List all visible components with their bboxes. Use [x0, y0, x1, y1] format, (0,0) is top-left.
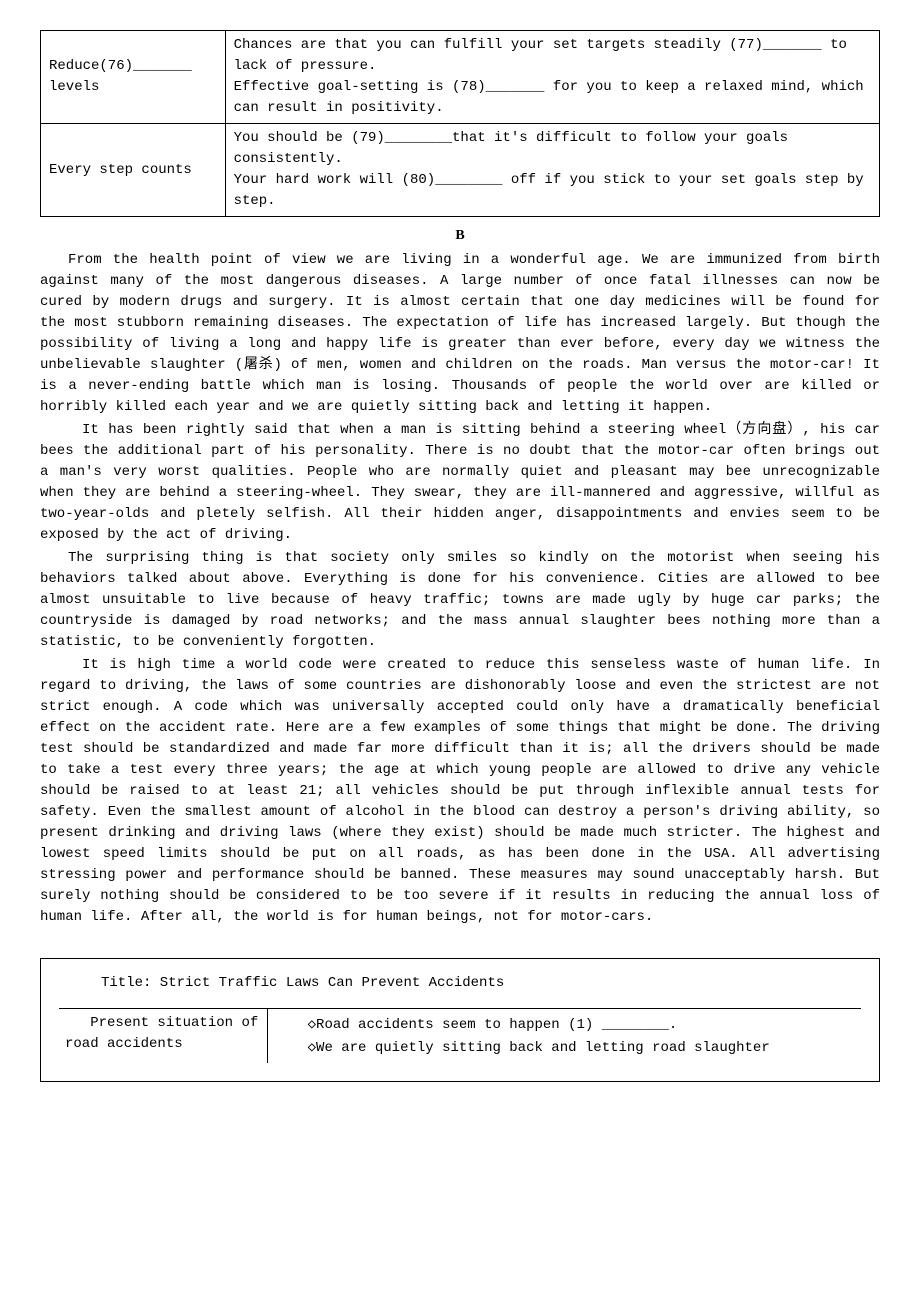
paragraph-3: The surprising thing is that society onl… [40, 548, 880, 653]
cell-right-1: Chances are that you can fulfill your se… [225, 31, 879, 124]
summary-box: Title: Strict Traffic Laws Can Prevent A… [40, 958, 880, 1082]
table-row: Present situation of road accidents ◇Roa… [59, 1009, 861, 1064]
summary-title: Title: Strict Traffic Laws Can Prevent A… [59, 973, 861, 994]
fill-blank-table: Reduce(76)_______ levels Chances are tha… [40, 30, 880, 217]
cell-right-2: You should be (79)________that it's diff… [225, 124, 879, 217]
cell-left-1: Reduce(76)_______ levels [41, 31, 226, 124]
cell-left-2: Every step counts [41, 124, 226, 217]
summary-left-cell: Present situation of road accidents [59, 1009, 268, 1064]
section-b-label: B [40, 225, 880, 246]
table-row: Every step counts You should be (79)____… [41, 124, 880, 217]
paragraph-4: It is high time a world code were create… [40, 655, 880, 928]
paragraph-2: It has been rightly said that when a man… [40, 420, 880, 546]
summary-line-2: ◇We are quietly sitting back and letting… [308, 1040, 770, 1056]
paragraph-1: From the health point of view we are liv… [40, 250, 880, 418]
summary-right-cell: ◇Road accidents seem to happen (1) _____… [268, 1009, 861, 1064]
summary-line-1: ◇Road accidents seem to happen (1) _____… [308, 1017, 678, 1033]
table-row: Reduce(76)_______ levels Chances are tha… [41, 31, 880, 124]
summary-table: Present situation of road accidents ◇Roa… [59, 1008, 861, 1063]
